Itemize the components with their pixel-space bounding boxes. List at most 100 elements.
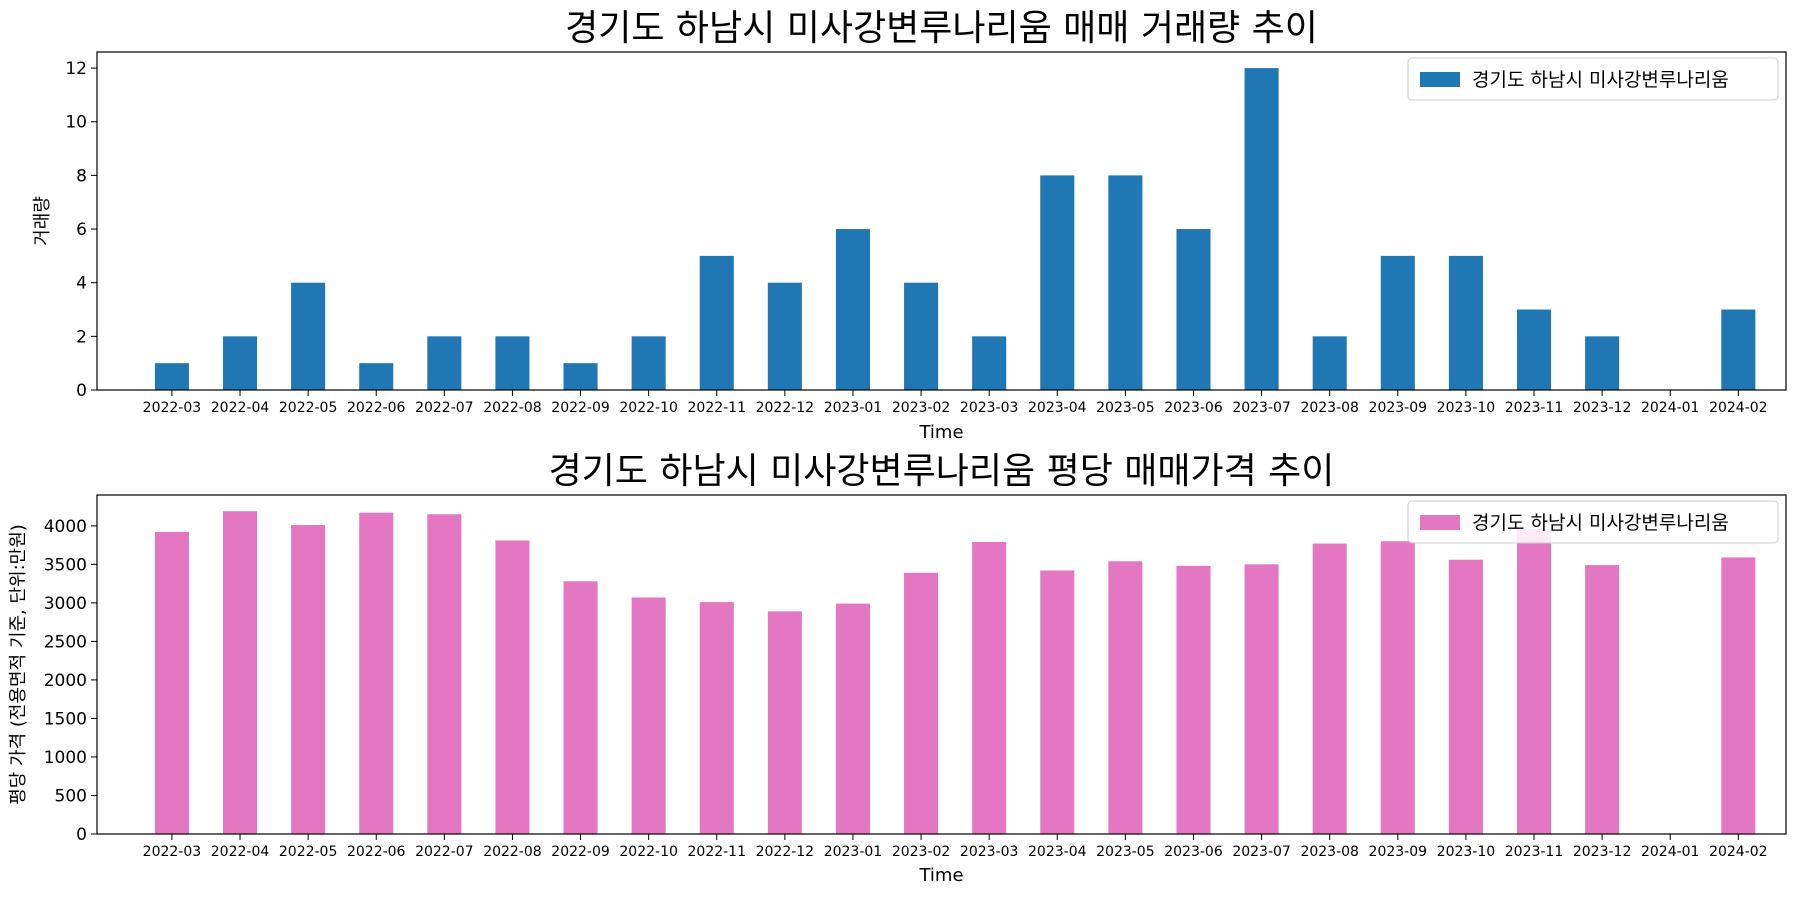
x-tick-label: 2022-06 — [347, 844, 406, 860]
legend-swatch — [1420, 515, 1460, 530]
bar-2023-07 — [1244, 68, 1279, 390]
x-tick-label: 2022-03 — [143, 844, 202, 860]
bar-2024-02 — [1721, 309, 1756, 390]
x-tick-label: 2022-11 — [688, 400, 747, 416]
y-tick-label: 0 — [76, 825, 87, 845]
bar-2022-07 — [427, 336, 462, 390]
x-tick-label: 2023-11 — [1505, 844, 1564, 860]
bar-2023-04 — [1040, 570, 1075, 834]
x-tick-label: 2022-12 — [756, 400, 815, 416]
bar-2022-09 — [563, 363, 598, 390]
chart-title: 경기도 하남시 미사강변루나리움 매매 거래량 추이 — [565, 8, 1318, 49]
legend-swatch — [1420, 72, 1460, 87]
x-tick-label: 2023-06 — [1164, 400, 1223, 416]
bar-2023-09 — [1380, 255, 1415, 390]
y-tick-label: 4000 — [44, 517, 87, 537]
y-tick-label: 1000 — [44, 748, 87, 768]
y-tick-label: 10 — [65, 113, 87, 133]
y-tick-label: 3000 — [44, 594, 87, 614]
x-tick-label: 2023-01 — [824, 844, 883, 860]
legend: 경기도 하남시 미사강변루나리움 — [1407, 500, 1779, 544]
x-tick-label: 2023-09 — [1369, 844, 1428, 860]
x-tick-label: 2022-08 — [483, 844, 542, 860]
bar-2023-03 — [972, 336, 1007, 390]
legend-box — [1407, 500, 1779, 544]
y-tick-label: 500 — [55, 786, 87, 806]
bar-2023-11 — [1516, 309, 1552, 390]
x-tick-label: 2022-09 — [551, 844, 610, 860]
x-tick-label: 2023-03 — [960, 400, 1019, 416]
y-tick-label: 2500 — [44, 632, 87, 652]
x-tick-label: 2023-01 — [824, 400, 883, 416]
chart-panel-2: 경기도 하남시 미사강변루나리움 평당 매매가격 추이 0 500 1000 1500 2… — [8, 451, 1787, 886]
y-tick-label: 1500 — [44, 709, 87, 729]
y-tick-label: 0 — [76, 381, 87, 401]
y-tick-label: 3500 — [44, 555, 87, 575]
x-tick-label: 2023-05 — [1096, 400, 1155, 416]
x-tick-label: 2024-02 — [1709, 844, 1768, 860]
y-axis-label: 거래량 — [32, 196, 53, 246]
x-tick-label: 2023-12 — [1573, 400, 1632, 416]
chart-title: 경기도 하남시 미사강변루나리움 평당 매매가격 추이 — [549, 451, 1335, 492]
bar-2023-01 — [835, 229, 870, 390]
x-tick-label: 2022-12 — [756, 844, 815, 860]
x-tick-label: 2022-05 — [279, 400, 338, 416]
x-tick-label: 2022-08 — [483, 400, 542, 416]
bar-2022-07 — [427, 514, 462, 834]
bar-2022-08 — [495, 540, 530, 834]
bar-2023-05 — [1108, 561, 1143, 834]
x-axis-label: Time — [918, 422, 963, 443]
bar-2022-08 — [495, 336, 530, 390]
bar-2022-06 — [359, 512, 394, 834]
x-tick-label: 2022-04 — [211, 400, 270, 416]
plot-frame — [96, 494, 1787, 835]
x-tick-label: 2023-05 — [1096, 844, 1155, 860]
legend-label: 경기도 하남시 미사강변루나리움 — [1472, 512, 1729, 534]
bar-2023-09 — [1380, 541, 1415, 834]
chart-panel-1: 경기도 하남시 미사강변루나리움 매매 거래량 추이 0 2 4 6 8 10 12 2022-… — [32, 8, 1787, 443]
bar-2022-06 — [359, 363, 394, 390]
y-tick-label: 4 — [76, 274, 87, 294]
x-tick-label: 2023-04 — [1028, 844, 1087, 860]
x-tick-label: 2023-10 — [1437, 844, 1496, 860]
bar-series — [154, 68, 1756, 390]
plot-frame — [96, 51, 1787, 391]
bar-series — [154, 511, 1756, 834]
bar-2022-03 — [154, 363, 189, 390]
bar-2023-06 — [1176, 229, 1211, 390]
x-tick-label: 2024-01 — [1641, 844, 1700, 860]
bar-2022-12 — [767, 282, 802, 390]
bar-2022-10 — [631, 336, 666, 390]
x-tick-label: 2023-07 — [1232, 844, 1291, 860]
bar-2023-08 — [1312, 336, 1347, 390]
x-tick-label: 2022-05 — [279, 844, 338, 860]
x-tick-label: 2023-08 — [1300, 844, 1359, 860]
bar-2023-10 — [1448, 255, 1483, 390]
y-tick-label: 6 — [76, 220, 87, 240]
bar-2023-06 — [1176, 565, 1211, 834]
legend-label: 경기도 하남시 미사강변루나리움 — [1472, 69, 1729, 91]
bar-2022-11 — [699, 602, 734, 834]
x-tick-label: 2023-12 — [1573, 844, 1632, 860]
x-tick-label: 2022-07 — [415, 400, 474, 416]
x-tick-label: 2023-10 — [1437, 400, 1496, 416]
x-tick-label: 2024-01 — [1641, 400, 1700, 416]
x-tick-label: 2023-03 — [960, 844, 1019, 860]
bar-2022-12 — [767, 611, 802, 834]
x-tick-label: 2022-09 — [551, 400, 610, 416]
x-tick-label: 2023-06 — [1164, 844, 1223, 860]
bar-2023-05 — [1108, 175, 1143, 390]
x-tick-label: 2022-10 — [619, 844, 678, 860]
x-tick-label: 2022-11 — [688, 844, 747, 860]
y-tick-label: 2000 — [44, 671, 87, 691]
x-axis-label: Time — [918, 865, 963, 886]
x-tick-label: 2024-02 — [1709, 400, 1768, 416]
bar-2022-04 — [222, 336, 258, 390]
y-tick-label: 2 — [76, 327, 87, 347]
bar-2023-03 — [972, 541, 1007, 834]
bar-2023-12 — [1585, 565, 1620, 834]
x-tick-label: 2022-10 — [619, 400, 678, 416]
bar-2022-11 — [699, 255, 734, 390]
bar-2022-04 — [222, 511, 258, 834]
x-tick-label: 2022-07 — [415, 844, 474, 860]
